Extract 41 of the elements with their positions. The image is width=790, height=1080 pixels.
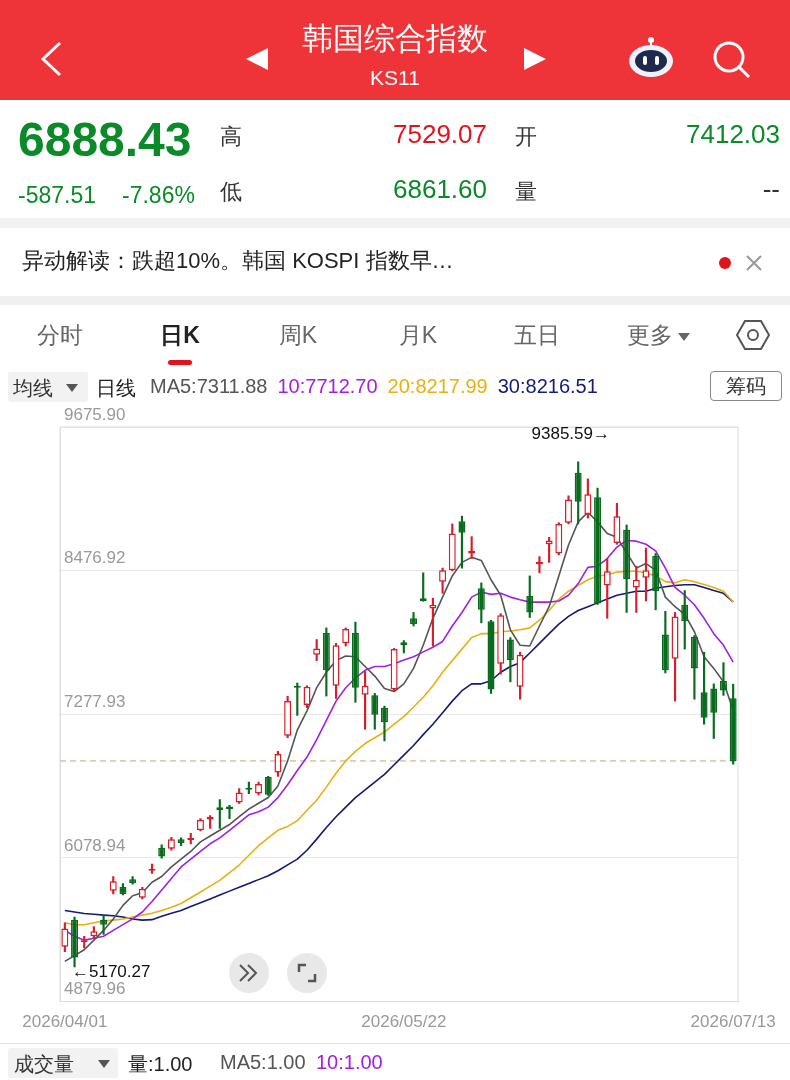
x-tick-label: 2026/04/01 <box>22 1012 108 1032</box>
y-tick-label: 9675.90 <box>64 404 126 424</box>
annotation: 9385.59→ <box>531 424 610 444</box>
x-tick-label: 2026/07/13 <box>690 1012 776 1032</box>
text: 更多 <box>626 321 674 350</box>
y-tick-label: 8476.92 <box>64 548 126 568</box>
annotation: ←5170.27 <box>72 962 151 982</box>
text: 周K <box>277 321 319 350</box>
text: 开 <box>515 123 537 151</box>
text: 7529.07 <box>393 119 487 150</box>
text: 10:7712.70 <box>277 375 378 398</box>
text: 五日 <box>513 321 561 350</box>
text: 月K <box>397 321 439 350</box>
text: MA5:7311.88 <box>150 375 268 398</box>
x-tick-label: 2026/05/22 <box>361 1012 447 1032</box>
text: 30:8216.51 <box>497 375 598 398</box>
text: 6888.43 <box>18 112 192 167</box>
text: 均线 <box>13 376 53 401</box>
text: -7.86% <box>122 182 195 209</box>
chart-subtitle: KS11 <box>369 66 421 90</box>
text: 日K <box>159 321 201 350</box>
text: -587.51 <box>18 182 97 209</box>
text: 量:1.00 <box>128 1052 193 1077</box>
text: 日线 <box>96 376 136 401</box>
text: 筹码 <box>710 371 782 401</box>
text: 7412.03 <box>686 119 780 150</box>
text: MA5:1.00 <box>220 1051 306 1074</box>
y-tick-label: 7277.93 <box>64 691 126 711</box>
text: 成交量 <box>14 1052 74 1077</box>
text: 分时 <box>36 321 84 350</box>
text: 量 <box>515 178 537 206</box>
chart-title: 韩国综合指数 <box>301 20 489 58</box>
text: 异动解读：跌超10%。韩国 KOSPI 指数早… <box>22 247 454 275</box>
text: 6861.60 <box>393 174 487 205</box>
text: 低 <box>220 178 242 206</box>
text: -- <box>762 174 780 205</box>
y-tick-label: 4879.96 <box>64 979 126 999</box>
text: 高 <box>220 123 242 151</box>
y-tick-label: 6078.94 <box>64 835 126 855</box>
text: 20:8217.99 <box>387 375 488 398</box>
text: 10:1.00 <box>316 1051 383 1074</box>
